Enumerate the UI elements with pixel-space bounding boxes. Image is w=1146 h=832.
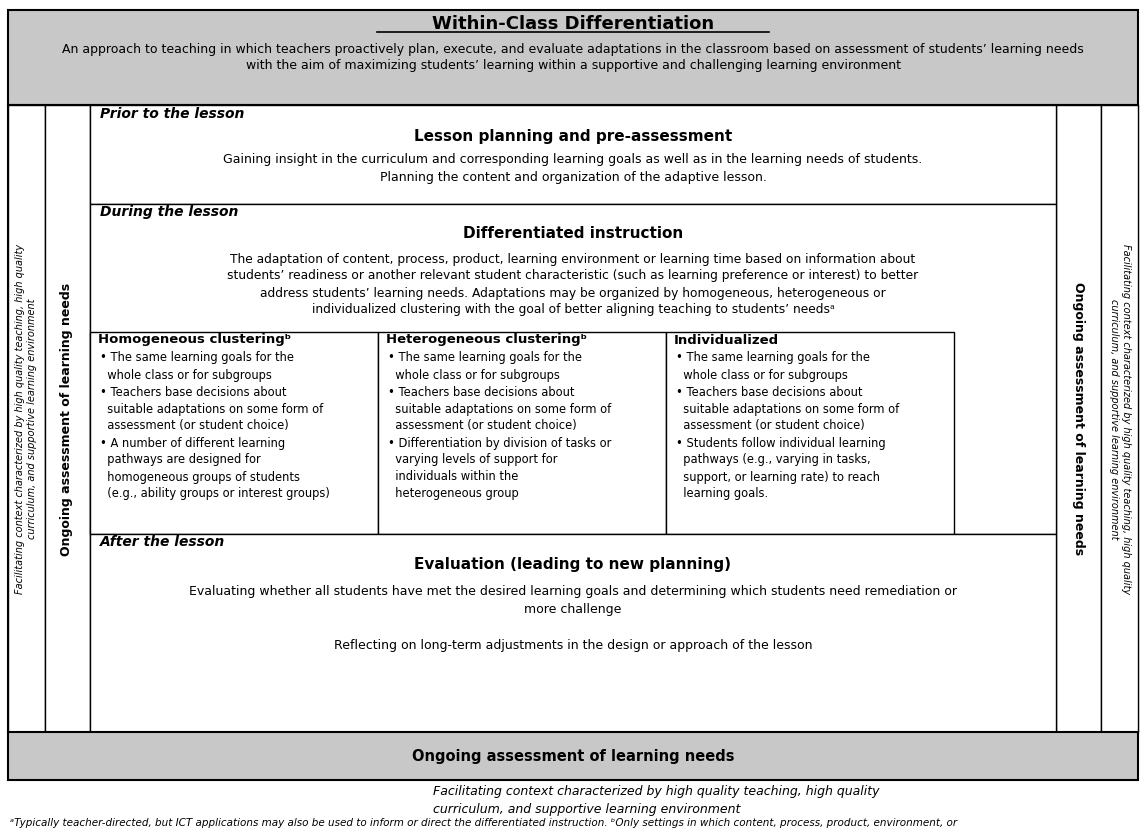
Text: Within-Class Differentiation: Within-Class Differentiation xyxy=(432,15,714,33)
Text: Prior to the lesson: Prior to the lesson xyxy=(100,107,244,121)
Bar xyxy=(91,332,378,534)
Text: An approach to teaching in which teachers proactively plan, execute, and evaluat: An approach to teaching in which teacher… xyxy=(62,42,1084,56)
Bar xyxy=(45,105,91,732)
Bar xyxy=(1101,105,1138,732)
Text: suitable adaptations on some form of: suitable adaptations on some form of xyxy=(100,403,323,415)
Text: Ongoing assessment of learning needs: Ongoing assessment of learning needs xyxy=(411,749,735,764)
Text: Homogeneous clusteringᵇ: Homogeneous clusteringᵇ xyxy=(99,334,291,346)
Bar xyxy=(8,10,1138,105)
Text: • Teachers base decisions about: • Teachers base decisions about xyxy=(100,385,286,399)
Text: learning goals.: learning goals. xyxy=(676,488,768,501)
Bar xyxy=(91,204,1055,534)
Bar xyxy=(91,534,1055,732)
Text: assessment (or student choice): assessment (or student choice) xyxy=(388,419,576,433)
Text: Gaining insight in the curriculum and corresponding learning goals as well as in: Gaining insight in the curriculum and co… xyxy=(223,153,923,166)
Text: • Teachers base decisions about: • Teachers base decisions about xyxy=(676,385,863,399)
Text: Individualized: Individualized xyxy=(674,334,779,346)
Text: The adaptation of content, process, product, learning environment or learning ti: The adaptation of content, process, prod… xyxy=(230,252,916,265)
Text: • The same learning goals for the: • The same learning goals for the xyxy=(388,351,582,364)
Text: After the lesson: After the lesson xyxy=(100,535,226,549)
Bar xyxy=(378,332,666,534)
Text: individuals within the: individuals within the xyxy=(388,471,518,483)
Text: support, or learning rate) to reach: support, or learning rate) to reach xyxy=(676,471,880,483)
Text: • Teachers base decisions about: • Teachers base decisions about xyxy=(388,385,574,399)
Text: assessment (or student choice): assessment (or student choice) xyxy=(676,419,865,433)
Text: address students’ learning needs. Adaptations may be organized by homogeneous, h: address students’ learning needs. Adapta… xyxy=(260,286,886,300)
Text: ᵃTypically teacher-directed, but ICT applications may also be used to inform or : ᵃTypically teacher-directed, but ICT app… xyxy=(10,818,957,828)
Text: • Students follow individual learning: • Students follow individual learning xyxy=(676,437,886,449)
Text: • The same learning goals for the: • The same learning goals for the xyxy=(100,351,295,364)
Text: Facilitating context characterized by high quality teaching, high quality
curric: Facilitating context characterized by hi… xyxy=(1109,244,1131,594)
Bar xyxy=(8,105,1138,732)
Text: with the aim of maximizing students’ learning within a supportive and challengin: with the aim of maximizing students’ lea… xyxy=(245,58,901,72)
Text: During the lesson: During the lesson xyxy=(100,205,238,219)
Text: (e.g., ability groups or interest groups): (e.g., ability groups or interest groups… xyxy=(100,488,330,501)
Text: whole class or for subgroups: whole class or for subgroups xyxy=(388,369,560,382)
Text: varying levels of support for: varying levels of support for xyxy=(388,453,557,467)
Text: whole class or for subgroups: whole class or for subgroups xyxy=(100,369,272,382)
Text: Evaluating whether all students have met the desired learning goals and determin: Evaluating whether all students have met… xyxy=(189,586,957,598)
Bar xyxy=(91,105,1055,204)
Text: suitable adaptations on some form of: suitable adaptations on some form of xyxy=(676,403,900,415)
Text: Heterogeneous clusteringᵇ: Heterogeneous clusteringᵇ xyxy=(386,334,587,346)
Text: Ongoing assessment of learning needs: Ongoing assessment of learning needs xyxy=(1073,282,1085,556)
Text: Evaluation (leading to new planning): Evaluation (leading to new planning) xyxy=(415,557,731,572)
Text: students’ readiness or another relevant student characteristic (such as learning: students’ readiness or another relevant … xyxy=(227,270,919,283)
Text: individualized clustering with the goal of better aligning teaching to students’: individualized clustering with the goal … xyxy=(312,304,834,316)
Bar xyxy=(666,332,953,534)
Text: curriculum, and supportive learning environment: curriculum, and supportive learning envi… xyxy=(433,803,740,815)
Text: pathways are designed for: pathways are designed for xyxy=(100,453,261,467)
Text: Facilitating context characterized by high quality teaching, high quality
curric: Facilitating context characterized by hi… xyxy=(15,244,37,594)
Bar xyxy=(1055,105,1101,732)
Text: Reflecting on long-term adjustments in the design or approach of the lesson: Reflecting on long-term adjustments in t… xyxy=(333,640,813,652)
Text: whole class or for subgroups: whole class or for subgroups xyxy=(676,369,848,382)
Text: heterogeneous group: heterogeneous group xyxy=(388,488,519,501)
Text: Differentiated instruction: Differentiated instruction xyxy=(463,226,683,241)
Text: Facilitating context characterized by high quality teaching, high quality: Facilitating context characterized by hi… xyxy=(433,785,879,799)
Text: suitable adaptations on some form of: suitable adaptations on some form of xyxy=(388,403,611,415)
Text: • Differentiation by division of tasks or: • Differentiation by division of tasks o… xyxy=(388,437,611,449)
Text: Lesson planning and pre-assessment: Lesson planning and pre-assessment xyxy=(414,130,732,145)
Text: Ongoing assessment of learning needs: Ongoing assessment of learning needs xyxy=(61,282,73,556)
Text: Planning the content and organization of the adaptive lesson.: Planning the content and organization of… xyxy=(379,171,767,185)
Text: • A number of different learning: • A number of different learning xyxy=(100,437,285,449)
Text: assessment (or student choice): assessment (or student choice) xyxy=(100,419,289,433)
Text: • The same learning goals for the: • The same learning goals for the xyxy=(676,351,870,364)
Bar xyxy=(8,732,1138,780)
Bar xyxy=(8,105,45,732)
Text: more challenge: more challenge xyxy=(525,603,621,617)
Text: homogeneous groups of students: homogeneous groups of students xyxy=(100,471,300,483)
Text: pathways (e.g., varying in tasks,: pathways (e.g., varying in tasks, xyxy=(676,453,871,467)
